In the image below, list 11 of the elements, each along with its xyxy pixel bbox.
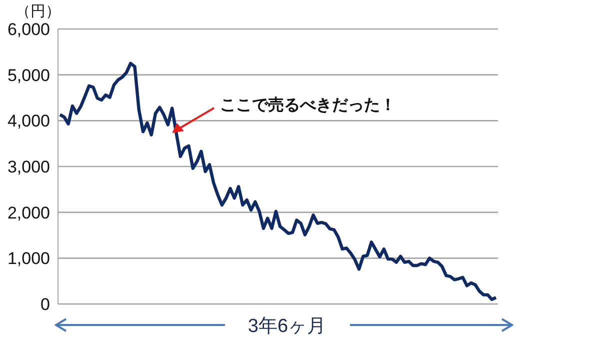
y-tick-label: 4,000 (7, 112, 50, 131)
annotation: ここで売るべきだった！ (220, 96, 396, 114)
y-tick-label: 1,000 (7, 249, 50, 268)
y-tick-label: 2,000 (7, 203, 50, 222)
y-tick-label: 0 (40, 295, 50, 314)
line-series (58, 62, 498, 302)
y-tick-label: 3,000 (7, 158, 50, 177)
y-axis-title: （円） (16, 3, 60, 20)
x-axis-title: 3年6ヶ月 (248, 316, 326, 337)
y-tick-label: 6,000 (7, 20, 50, 40)
y-tick-label: 5,000 (7, 66, 50, 85)
